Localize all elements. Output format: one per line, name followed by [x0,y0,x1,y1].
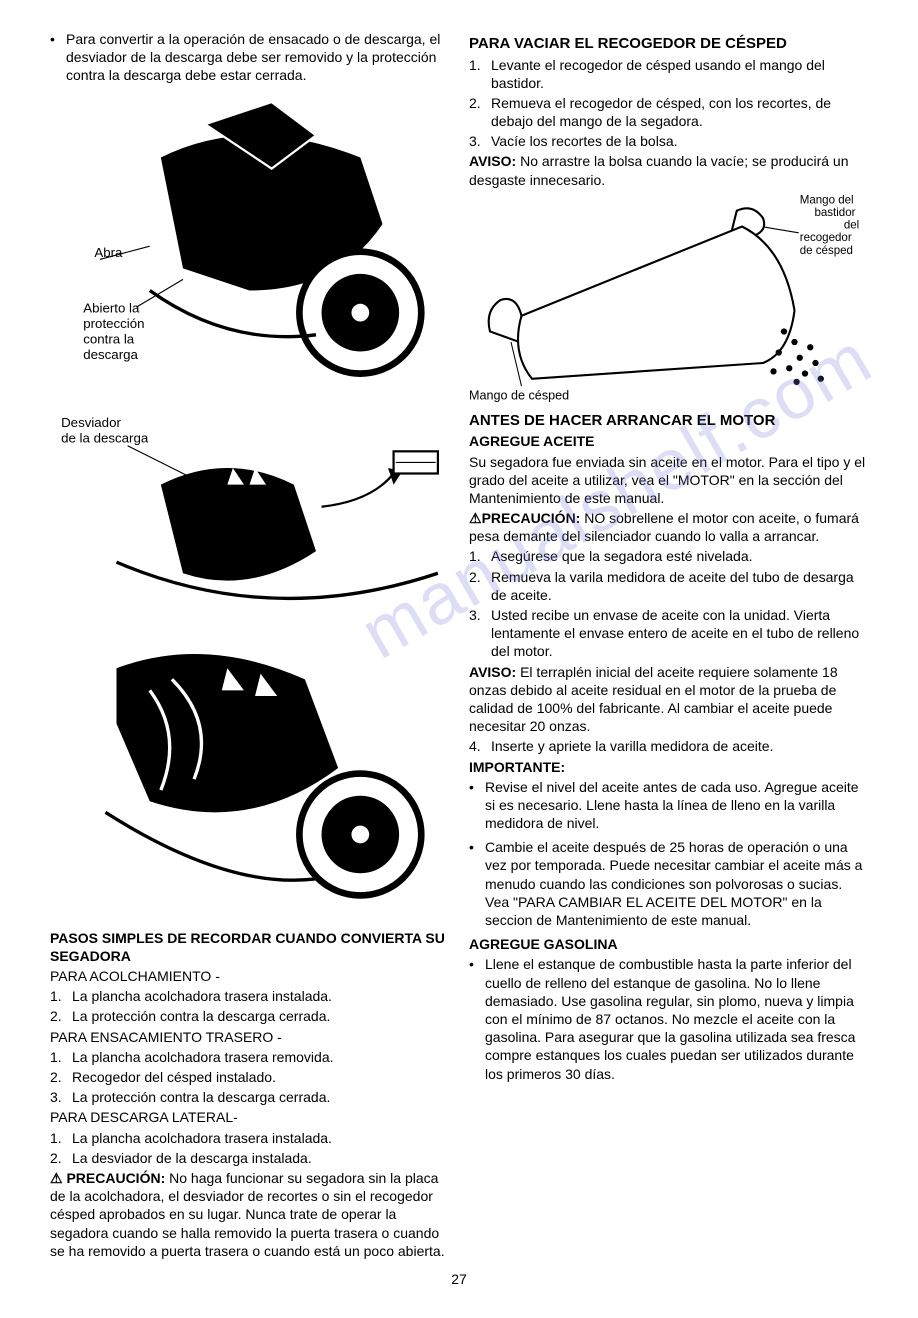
oil-intro: Su segadora fue enviada sin aceite en el… [469,453,868,508]
list-item: 3.La protección contra la descarga cerra… [50,1088,449,1106]
svg-text:Mango de césped: Mango de césped [469,389,569,403]
bullet-item: •Llene el estanque de combustible hasta … [469,955,868,1082]
list-item: 2.Recogedor del césped instalado. [50,1068,449,1086]
bullet-dot: • [50,30,66,85]
side-heading: PARA DESCARGA LATERAL- [50,1108,449,1126]
svg-text:recogedor: recogedor [800,232,852,244]
figure-deflector-installed [50,635,449,923]
svg-text:descarga: descarga [83,347,138,362]
list-item: 3.Usted recibe un envase de aceite con l… [469,606,868,661]
label-abra: Abra [94,245,123,260]
svg-text:de césped: de césped [800,245,853,257]
list-item: 1.La plancha acolchadora trasera instala… [50,1129,449,1147]
rear-heading: PARA ENSACAMIENTO TRASERO - [50,1028,449,1046]
left-column: • Para convertir a la operación de ensac… [50,30,449,1262]
svg-text:Desviador: Desviador [61,415,121,430]
svg-text:contra la: contra la [83,331,135,346]
caution-text: ⚠ PRECAUCIÓN: No haga funcionar su segad… [50,1169,449,1260]
list-item: 3.Vacíe los recortes de la bolsa. [469,132,868,150]
svg-text:de la descarga: de la descarga [61,430,149,445]
list-item: 1.La plancha acolchadora trasera removid… [50,1048,449,1066]
steps-heading: PASOS SIMPLES DE RECORDAR CUANDO CONVIER… [50,929,449,965]
before-start-heading: ANTES DE HACER ARRANCAR EL MOTOR [469,411,868,431]
bullet-item: •Cambie el aceite después de 25 horas de… [469,838,868,929]
mulch-heading: PARA ACOLCHAMIENTO - [50,967,449,985]
svg-text:protección: protección [83,316,144,331]
empty-catcher-heading: PARA VACIAR EL RECOGEDOR DE CÉSPED [469,34,868,54]
add-oil-heading: AGREGUE ACEITE [469,432,868,450]
aviso-text: AVISO: El terraplén inicial del aceite r… [469,663,868,736]
list-item: 1.La plancha acolchadora trasera instala… [50,987,449,1005]
figure-grass-bag: Mango del bastidor del recogedor de césp… [469,195,868,405]
figure-mower-guard: Abra Abierto la protección contra la des… [50,91,449,401]
svg-text:Abierto la: Abierto la [83,300,140,315]
caution-label: PRECAUCIÓN: [66,1170,165,1186]
svg-text:bastidor: bastidor [814,207,855,219]
warning-icon: ⚠ [469,509,482,527]
aviso-text: AVISO: No arrastre la bolsa cuando la va… [469,152,868,188]
figure-deflector-attach: Desviador de la descarga [50,407,449,629]
svg-text:Mango del: Mango del [800,195,854,206]
warning-icon: ⚠ [50,1169,63,1187]
list-item: 2.Remueva la varila medidora de aceite d… [469,568,868,604]
list-item: 2.La desviador de la descarga instalada. [50,1149,449,1167]
list-item: 2.Remueva el recogedor de césped, con lo… [469,94,868,130]
page-content: • Para convertir a la operación de ensac… [50,30,868,1262]
add-gas-heading: AGREGUE GASOLINA [469,935,868,953]
importante-label: IMPORTANTE: [469,758,868,776]
list-item: 1.Asegúrese que la segadora esté nivelad… [469,547,868,565]
list-item: 4.Inserte y apriete la varilla medidora … [469,737,868,755]
oil-caution: ⚠PRECAUCIÓN: NO sobrellene el motor con … [469,509,868,545]
bullet-text: Para convertir a la operación de ensacad… [66,30,449,85]
bullet-item: •Revise el nivel del aceite antes de cad… [469,778,868,833]
list-item: 1.Levante el recogedor de césped usando … [469,56,868,92]
list-item: 2.La protección contra la descarga cerra… [50,1007,449,1025]
right-column: PARA VACIAR EL RECOGEDOR DE CÉSPED 1.Lev… [469,30,868,1262]
bullet-item: • Para convertir a la operación de ensac… [50,30,449,85]
page-number: 27 [50,1270,868,1288]
svg-text:del: del [844,219,859,231]
